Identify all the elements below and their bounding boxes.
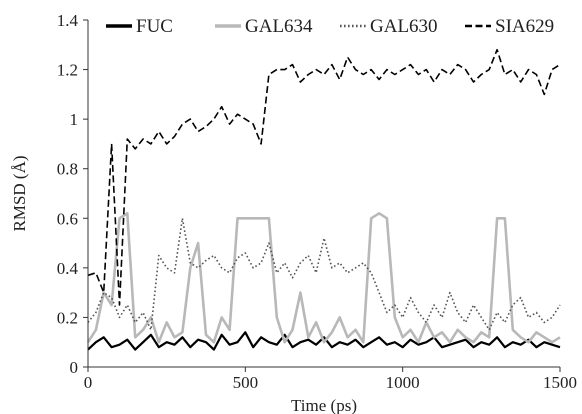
y-tick-label: 0 bbox=[70, 358, 79, 377]
y-tick-label: 0.4 bbox=[57, 259, 79, 278]
x-axis-title: Time (ps) bbox=[291, 396, 357, 414]
legend-label-fuc: FUC bbox=[136, 16, 173, 37]
y-tick-label: 0.8 bbox=[57, 160, 78, 179]
series-line-fuc bbox=[87, 331, 561, 351]
legend-label-gal634: GAL634 bbox=[245, 16, 313, 37]
series-line-gal634 bbox=[86, 212, 561, 344]
y-axis-title: RMSD (Å) bbox=[10, 155, 29, 231]
y-tick-label: 0.2 bbox=[57, 308, 78, 327]
series-line-sia629 bbox=[87, 48, 561, 306]
x-tick-label: 1000 bbox=[386, 373, 420, 392]
plot-area bbox=[86, 48, 561, 351]
y-tick-label: 1.2 bbox=[57, 61, 78, 80]
x-tick-label: 1500 bbox=[543, 373, 577, 392]
series-line-gal630 bbox=[87, 217, 561, 331]
x-tick-label: 0 bbox=[84, 373, 93, 392]
x-tick-label: 500 bbox=[233, 373, 259, 392]
legend-label-sia629: SIA629 bbox=[495, 16, 554, 37]
legend-label-gal630: GAL630 bbox=[370, 16, 438, 37]
y-tick-label: 1.4 bbox=[57, 11, 79, 30]
legend: FUC GAL634 GAL630 SIA629 bbox=[106, 16, 554, 37]
axes: 0 0.2 0.4 0.6 0.8 1 1.2 1.4 0 500 1000 1500 bbox=[57, 11, 577, 392]
y-tick-label: 0.6 bbox=[57, 209, 78, 228]
y-tick-label: 1 bbox=[70, 110, 79, 129]
